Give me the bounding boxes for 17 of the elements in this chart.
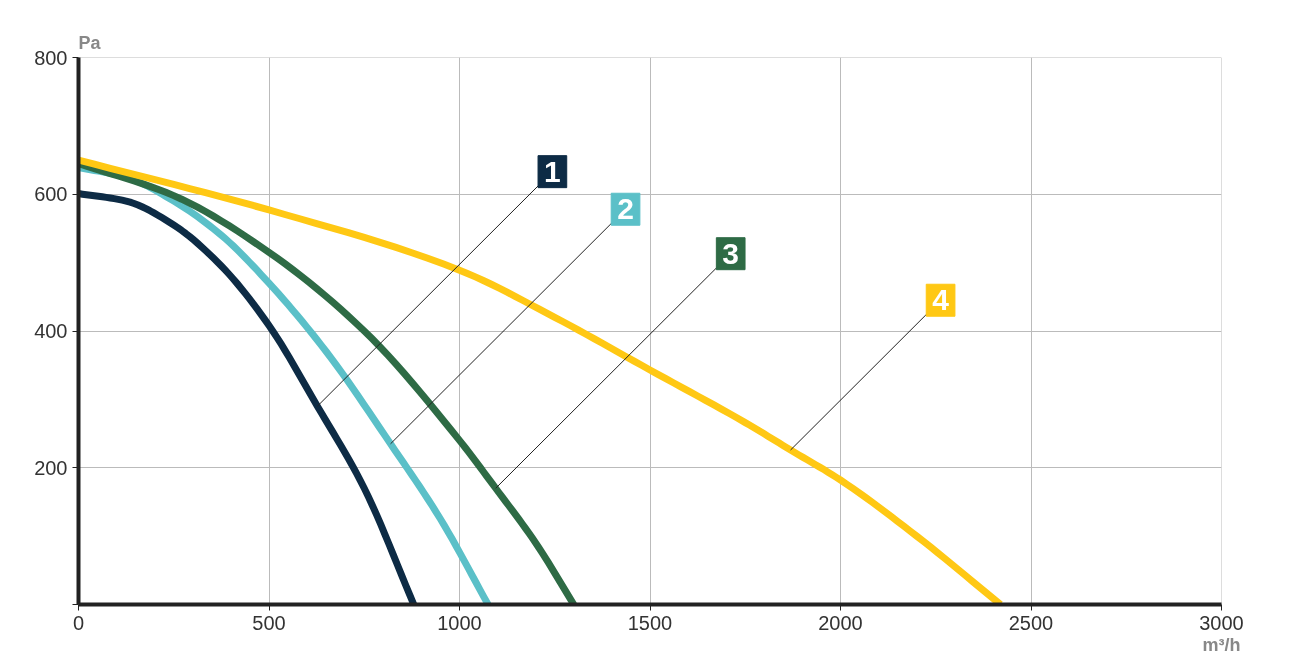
x-tick-label: 2000: [818, 611, 863, 634]
annotation: 1: [544, 154, 561, 188]
annotation: 2: [617, 192, 634, 226]
y-tick-label: 200: [34, 456, 68, 479]
y-axis-title: Pa: [78, 32, 102, 53]
x-tick-label: 0: [72, 611, 85, 634]
x-tick-label: 1500: [627, 611, 673, 634]
x-tick-label: 2500: [1008, 611, 1054, 634]
x-tick-label: 1000: [437, 611, 482, 634]
y-tick-label: 600: [34, 183, 68, 206]
x-axis-title: m³/h: [1202, 634, 1241, 655]
x-tick-label: 500: [252, 611, 286, 634]
y-tick-label: 800: [34, 46, 68, 69]
annotation: 4: [932, 283, 950, 317]
x-tick-label: 3000: [1199, 611, 1244, 634]
y-tick-label: 400: [34, 320, 68, 342]
annotation: 3: [722, 236, 740, 270]
